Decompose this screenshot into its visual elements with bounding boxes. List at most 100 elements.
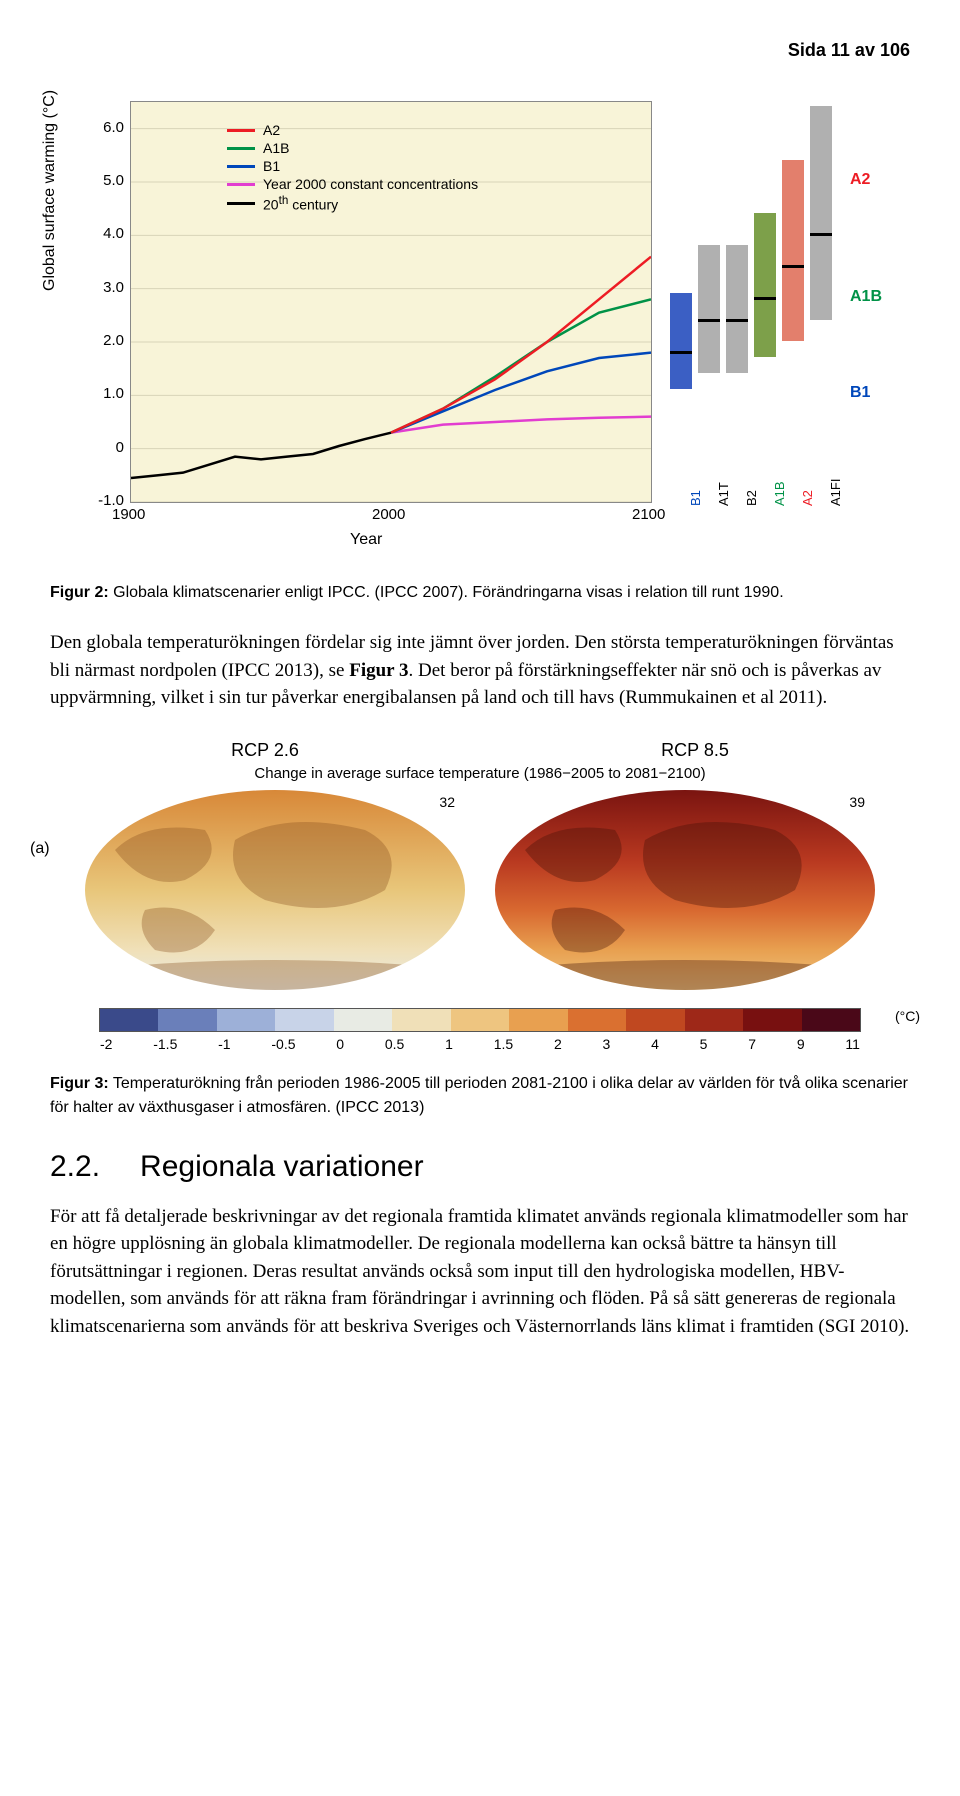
panel-label: (a) [30,840,50,858]
colorbar-unit: (°C) [895,1008,920,1024]
colorbar-cell [743,1009,801,1031]
bar-label: A1B [772,481,787,506]
colorbar-tick: -1 [218,1036,230,1052]
colorbar-cell [802,1009,860,1031]
legend-item: A1B [227,140,478,156]
legend-item: B1 [227,158,478,174]
colorbar-ticks: -2 -1.5 -1 -0.5 0 0.5 1 1.5 2 3 4 5 7 9 11 [100,1036,860,1052]
uncertainty-bar [754,213,776,357]
uncertainty-bar [670,293,692,389]
caption-text: Globala klimatscenarier enligt IPCC. (IP… [109,584,784,601]
colorbar-tick: 0 [336,1036,344,1052]
colorbar-tick: -2 [100,1036,112,1052]
uncertainty-bar [782,160,804,341]
bar-median [782,265,804,268]
legend-label: Year 2000 constant concentrations [263,176,478,192]
bar-label: A1T [716,482,731,506]
colorbar-cell [158,1009,216,1031]
colorbar-tick: -1.5 [153,1036,177,1052]
uncertainty-bar [726,245,748,373]
colorbar-cell [275,1009,333,1031]
figure-2-chart: Global surface warming (°C) Year -1.001.… [50,91,910,551]
colorbar-cell [100,1009,158,1031]
colorbar-cell [217,1009,275,1031]
colorbar-cell [626,1009,684,1031]
globe-left [85,790,465,990]
xtick: 1900 [112,506,145,523]
caption-text: Temperaturökning från perioden 1986-2005… [50,1075,908,1116]
colorbar-tick: 11 [845,1036,860,1052]
figure-2-caption: Figur 2: Globala klimatscenarier enligt … [50,581,910,605]
colorbar-cell [685,1009,743,1031]
bar-label: B1 [688,490,703,506]
legend-item: 20th century [227,194,478,213]
figure-3-caption: Figur 3: Temperaturökning från perioden … [50,1072,910,1120]
ytick: 4.0 [88,225,124,242]
section-title: Regionala variationer [140,1150,424,1184]
globe-right [495,790,875,990]
legend-swatch [227,202,255,205]
ytick: 5.0 [88,172,124,189]
caption-lead: Figur 3: [50,1075,109,1092]
colorbar-cell [509,1009,567,1031]
ytick: 0 [88,439,124,456]
chart-xlabel: Year [350,531,382,549]
colorbar-tick: 2 [554,1036,562,1052]
legend-item: A2 [227,122,478,138]
page-header: Sida 11 av 106 [50,40,910,61]
colorbar-tick: 3 [603,1036,611,1052]
side-label: B1 [850,384,870,402]
legend-swatch [227,183,255,186]
bar-label: B2 [744,490,759,506]
colorbar-tick: 1.5 [494,1036,513,1052]
xtick: 2000 [372,506,405,523]
colorbar-cell [334,1009,392,1031]
paragraph-2: För att få detaljerade beskrivningar av … [50,1203,910,1341]
legend-swatch [227,165,255,168]
side-label: A2 [850,171,870,189]
section-number: 2.2. [50,1150,100,1184]
ytick: 1.0 [88,385,124,402]
figure-3: RCP 2.6 RCP 8.5 Change in average surfac… [50,740,910,1052]
bar-median [670,351,692,354]
caption-lead: Figur 2: [50,584,109,601]
legend-swatch [227,129,255,132]
side-label: A1B [850,288,882,306]
uncertainty-bar [698,245,720,373]
bar-median [754,297,776,300]
chart-ylabel: Global surface warming (°C) [41,90,59,291]
fig3-subtitle: Change in average surface temperature (1… [50,765,910,782]
xtick: 2100 [632,506,665,523]
colorbar-tick: 7 [748,1036,756,1052]
colorbar-tick: 4 [651,1036,659,1052]
colorbar-cell [392,1009,450,1031]
bar-label: A1FI [828,479,843,506]
paragraph-1: Den globala temperaturökningen fördelar … [50,629,910,712]
ytick: 2.0 [88,332,124,349]
legend-label: A1B [263,140,289,156]
bar-label: A2 [800,490,815,506]
colorbar-tick: 9 [797,1036,805,1052]
ytick: 6.0 [88,119,124,136]
legend-label: B1 [263,158,280,174]
colorbar [99,1008,861,1032]
colorbar-cell [568,1009,626,1031]
colorbar-tick: 5 [700,1036,708,1052]
colorbar-cell [451,1009,509,1031]
colorbar-tick: -0.5 [271,1036,295,1052]
uncertainty-bar [810,106,832,319]
chart-plot-area: A2 A1B B1 Year 2000 constant concentrations… [130,101,652,503]
section-heading: 2.2. Regionala variationer [50,1150,910,1184]
ytick: 3.0 [88,279,124,296]
fig3-title-left: RCP 2.6 [231,740,299,761]
legend-item: Year 2000 constant concentrations [227,176,478,192]
colorbar-tick: 1 [445,1036,453,1052]
legend-label: A2 [263,122,280,138]
bar-median [810,233,832,236]
colorbar-tick: 0.5 [385,1036,404,1052]
bar-median [726,319,748,322]
legend-label: 20th century [263,194,338,213]
chart-legend: A2 A1B B1 Year 2000 constant concentrations… [227,122,478,215]
bar-median [698,319,720,322]
fig3-title-right: RCP 8.5 [661,740,729,761]
